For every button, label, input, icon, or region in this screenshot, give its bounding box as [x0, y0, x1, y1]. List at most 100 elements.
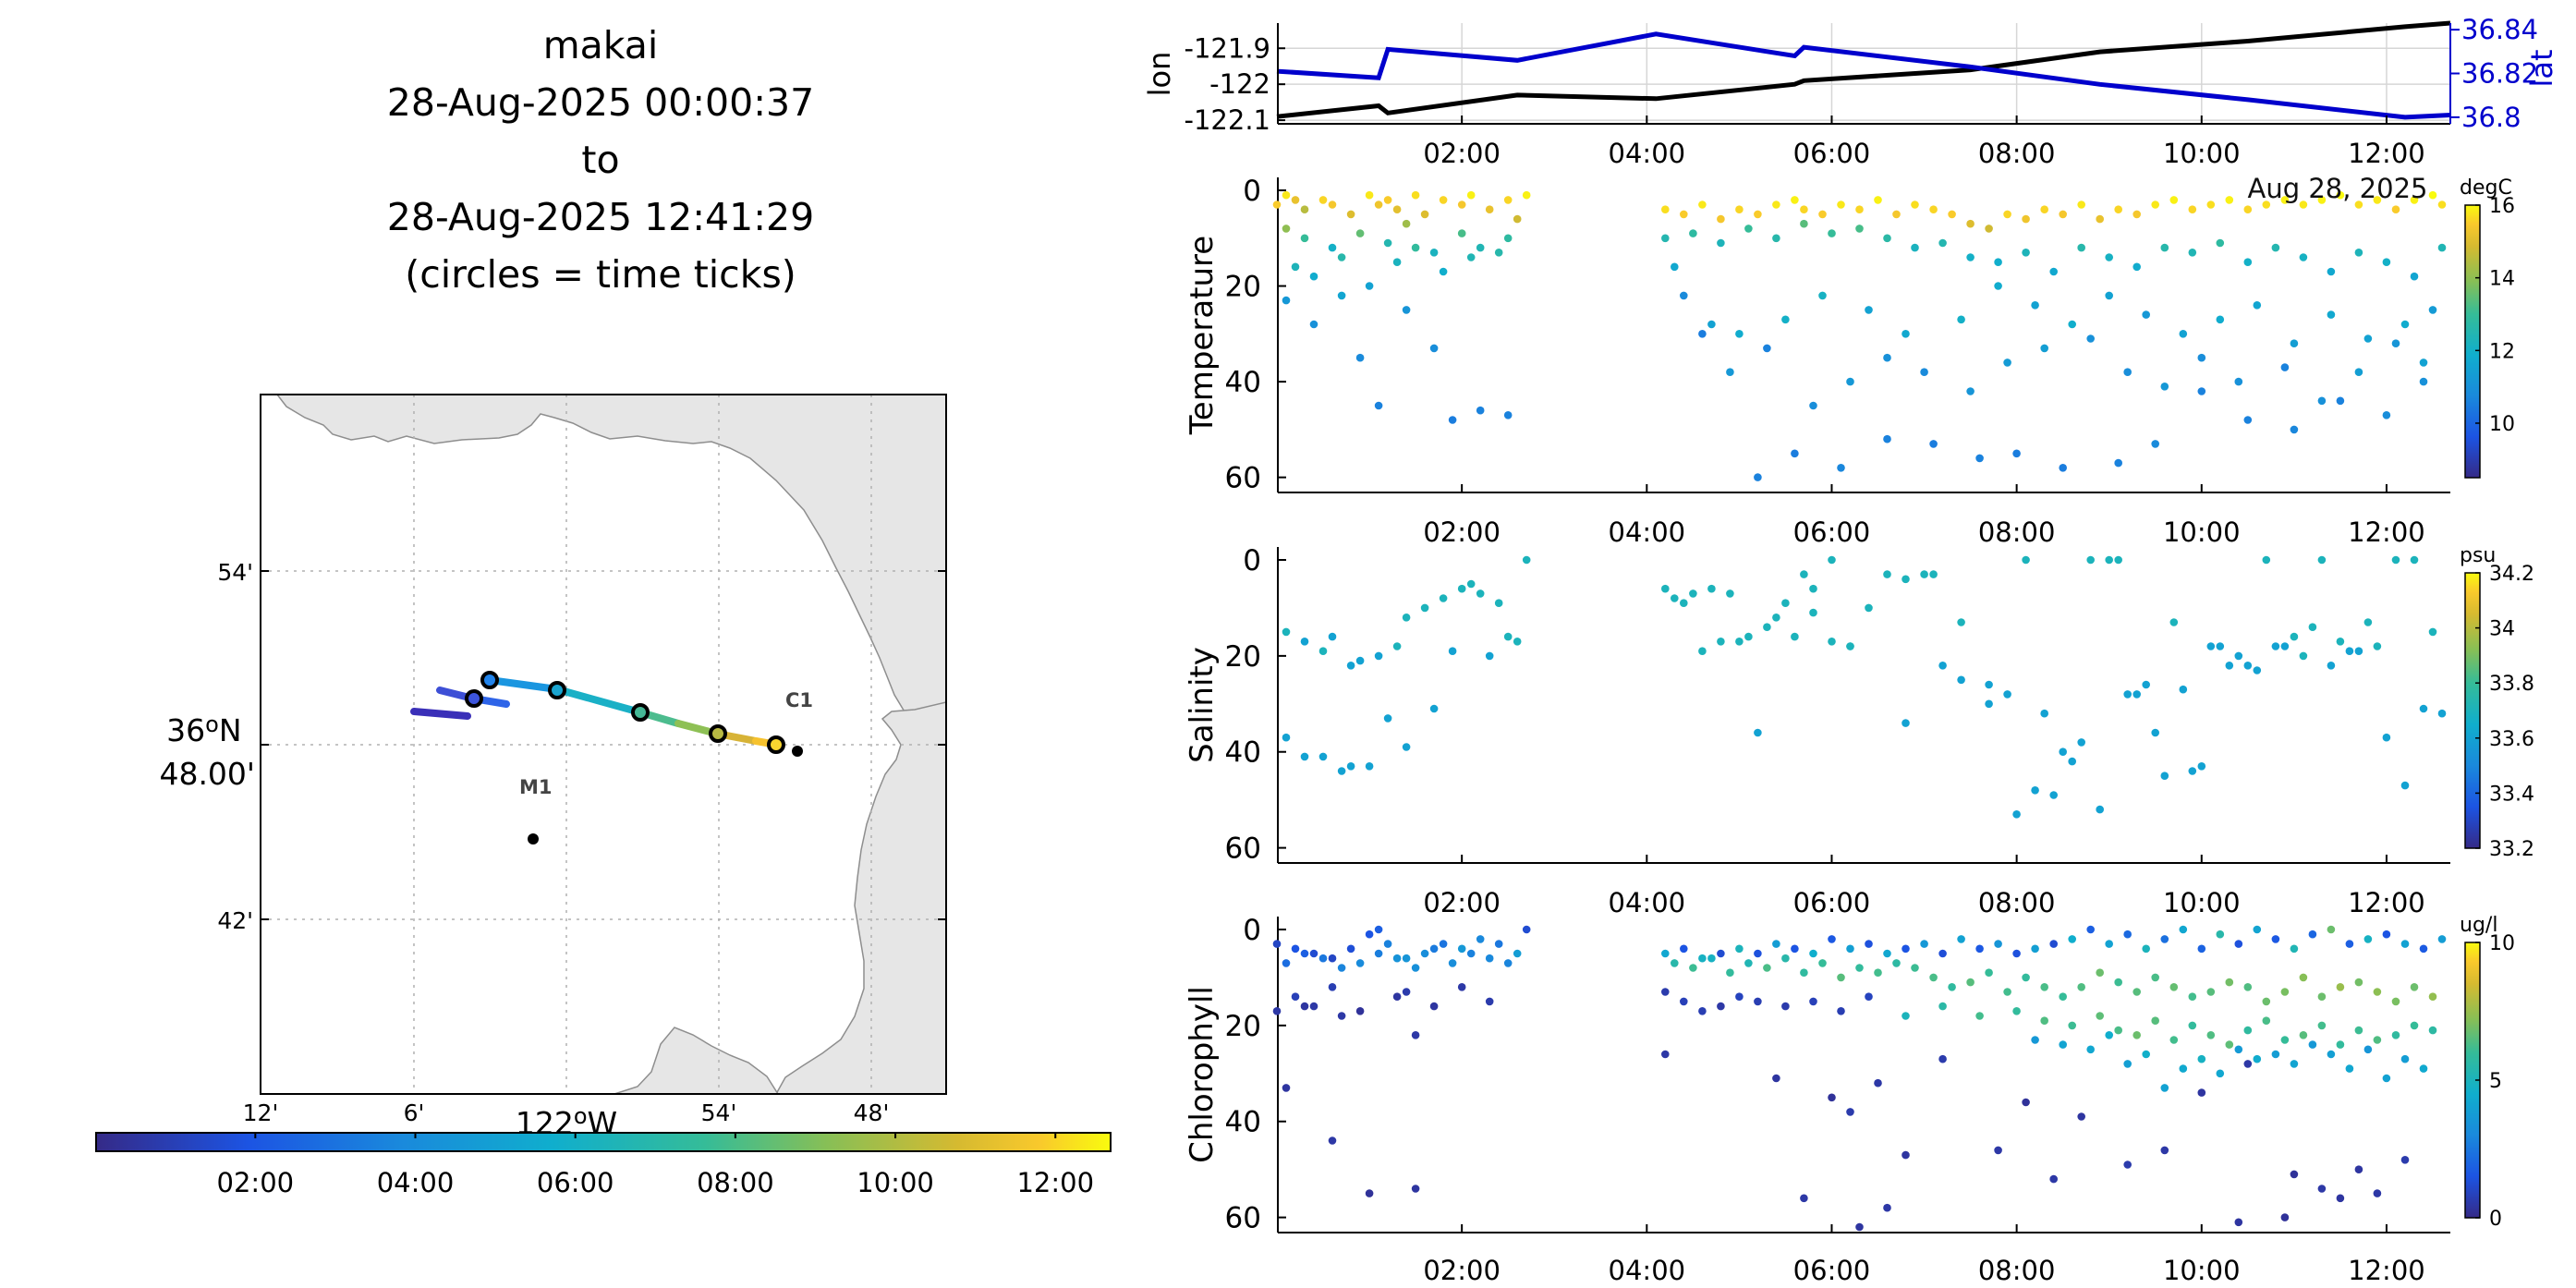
data-point: [1383, 196, 1392, 204]
data-point: [1365, 282, 1374, 290]
data-point: [1402, 306, 1411, 314]
data-point: [1282, 733, 1291, 742]
data-point: [2373, 642, 2382, 650]
data-point: [1374, 651, 1383, 661]
map-lat-label-54: 54': [217, 559, 253, 586]
data-point: [1374, 200, 1383, 209]
data-point: [1392, 992, 1402, 1001]
data-point: [1874, 968, 1882, 977]
data-point: [1282, 225, 1291, 233]
data-point: [1754, 728, 1762, 737]
data-point: [2206, 988, 2216, 996]
data-point: [1828, 638, 1836, 646]
y-tick-label: 40: [1225, 736, 1261, 770]
data-point: [1754, 949, 1762, 958]
data-point: [1328, 632, 1337, 641]
y-axis-label-left: lon: [1142, 52, 1177, 97]
colorbar-tick-label: 14: [2489, 268, 2515, 291]
data-point: [1809, 584, 1817, 593]
data-point: [1994, 282, 2002, 290]
data-point: [1346, 762, 1355, 771]
data-point: [1855, 225, 1864, 233]
data-point: [1717, 238, 1725, 248]
data-point: [1837, 973, 1845, 982]
data-point: [2308, 623, 2317, 631]
data-point: [1865, 603, 1873, 613]
data-point: [1457, 944, 1466, 954]
colorbar-tick-label: 33.4: [2489, 783, 2534, 806]
data-point: [1485, 205, 1494, 213]
data-point: [1818, 959, 1827, 967]
data-point: [1920, 940, 1928, 948]
data-point: [1328, 983, 1337, 991]
data-point: [1717, 1002, 1725, 1011]
data-point: [2419, 704, 2428, 713]
data-point: [1883, 1203, 1891, 1212]
data-point: [1772, 940, 1780, 948]
data-point: [1411, 964, 1420, 972]
data-point: [1346, 210, 1355, 219]
data-point: [2308, 930, 2317, 939]
x-tick-label: 02:00: [1423, 1255, 1501, 1286]
data-point: [1365, 930, 1374, 939]
colorbar: [2464, 572, 2481, 849]
data-point: [1985, 680, 1993, 689]
data-point: [1494, 249, 1503, 257]
data-point: [1911, 200, 1919, 209]
data-point: [2327, 1050, 2336, 1059]
data-point: [2040, 709, 2048, 718]
data-point: [2197, 353, 2206, 362]
data-point: [1282, 627, 1291, 637]
data-point: [1902, 719, 1910, 727]
data-point: [2363, 618, 2373, 626]
data-point: [2151, 200, 2159, 209]
data-point: [2345, 647, 2354, 655]
data-point: [2243, 983, 2253, 991]
data-point: [1902, 330, 1910, 338]
data-point: [1735, 944, 1744, 954]
data-point: [2216, 238, 2225, 248]
data-point: [1272, 940, 1282, 948]
data-point: [1318, 647, 1328, 655]
data-point: [2354, 1026, 2363, 1035]
x-tick-label: 08:00: [1978, 138, 2056, 169]
x-tick-label: 12:00: [2348, 1255, 2425, 1286]
data-point: [1411, 1185, 1420, 1193]
data-point: [1365, 1189, 1374, 1197]
data-point: [2022, 249, 2030, 257]
data-point: [2253, 666, 2262, 674]
data-point: [2299, 200, 2308, 209]
data-point: [2354, 647, 2363, 655]
data-point: [2253, 1054, 2262, 1063]
data-point: [2077, 1112, 2085, 1121]
data-point: [2086, 334, 2095, 343]
data-point: [1300, 1002, 1309, 1011]
data-point: [2262, 1016, 2271, 1025]
data-point: [1800, 219, 1808, 228]
data-point: [1994, 940, 2002, 948]
data-point: [1846, 377, 1854, 386]
data-point: [1772, 1074, 1780, 1083]
data-point: [1828, 555, 1836, 565]
data-point: [2280, 196, 2290, 204]
data-point: [2243, 205, 2253, 213]
x-tick-label: 12:00: [2348, 887, 2425, 918]
data-point: [2271, 243, 2280, 252]
data-point: [2132, 1031, 2141, 1039]
data-point: [2197, 1088, 2206, 1097]
data-point: [2280, 642, 2290, 650]
data-point: [2031, 944, 2039, 954]
data-point: [2105, 940, 2113, 948]
x-tick-label: 08:00: [1978, 887, 2056, 918]
data-point: [1457, 983, 1466, 991]
colorbar-tick-label: 34: [2489, 618, 2515, 641]
data-point: [1282, 190, 1291, 200]
data-point: [2290, 1170, 2299, 1179]
data-point: [1735, 205, 1744, 213]
data-point: [1698, 954, 1707, 963]
data-point: [1355, 353, 1365, 362]
track-seg: [486, 676, 561, 693]
data-point: [1966, 978, 1975, 987]
data-point: [1680, 997, 1688, 1006]
data-point: [2317, 396, 2327, 406]
